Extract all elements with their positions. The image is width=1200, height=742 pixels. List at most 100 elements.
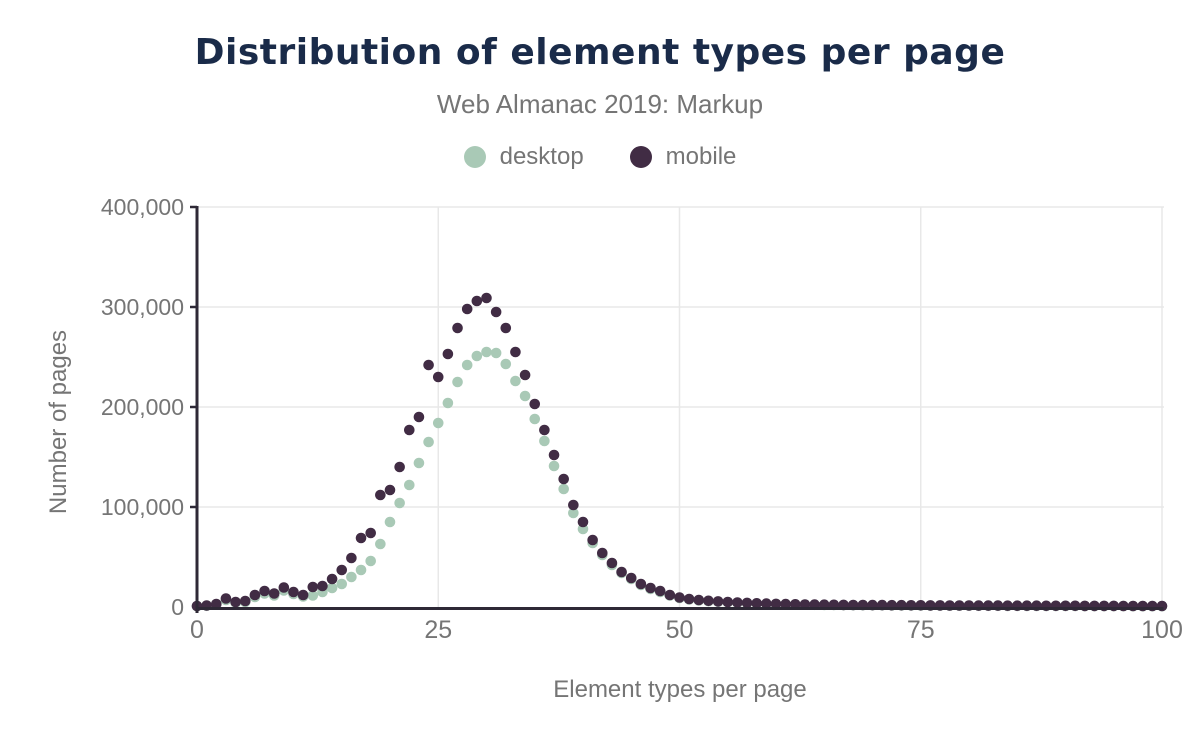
y-tick-label: 100,000 xyxy=(101,494,184,520)
mobile-point xyxy=(278,582,290,593)
desktop-point xyxy=(519,390,531,402)
x-tick-label: 50 xyxy=(666,616,694,644)
mobile-point xyxy=(510,346,521,358)
mobile-point xyxy=(597,547,608,559)
y-tick-label: 200,000 xyxy=(101,394,184,420)
mobile-point xyxy=(500,322,512,334)
desktop-point xyxy=(568,507,579,519)
mobile-point xyxy=(307,581,319,593)
desktop-point xyxy=(529,413,541,425)
mobile-point xyxy=(211,598,222,610)
mobile-point xyxy=(375,489,386,501)
desktop-point xyxy=(404,479,415,491)
mobile-point xyxy=(423,359,434,371)
desktop-point xyxy=(442,397,454,409)
mobile-point xyxy=(529,398,541,410)
x-tick-label: 100 xyxy=(1141,616,1183,644)
mobile-point xyxy=(606,557,618,569)
mobile-point xyxy=(404,424,415,436)
mobile-point xyxy=(220,593,232,604)
legend-item-mobile[interactable]: mobile xyxy=(629,143,737,170)
mobile-point xyxy=(722,596,734,608)
x-axis-title: Element types per page xyxy=(553,676,807,703)
mobile-point xyxy=(683,593,695,605)
mobile-point xyxy=(625,572,637,584)
desktop-point xyxy=(558,483,569,495)
mobile-point xyxy=(693,594,705,606)
mobile-point xyxy=(703,595,714,607)
desktop-point xyxy=(481,346,492,358)
mobile-point xyxy=(268,588,280,599)
desktop-point xyxy=(452,376,463,388)
legend-label: mobile xyxy=(665,143,737,170)
mobile-point xyxy=(664,589,676,601)
mobile-point xyxy=(674,592,685,603)
desktop-point xyxy=(326,582,338,594)
mobile-point xyxy=(751,598,762,609)
mobile-point xyxy=(732,597,743,608)
mobile-point xyxy=(790,599,801,610)
mobile-point xyxy=(741,597,753,609)
mobile-point xyxy=(548,449,560,461)
mobile-point xyxy=(288,586,299,598)
mobile-point xyxy=(558,473,569,485)
mobile-point xyxy=(336,564,348,576)
desktop-point xyxy=(461,359,473,371)
mobile-legend-dot-icon xyxy=(629,146,652,168)
gridlines xyxy=(197,206,1164,607)
chart-title: Distribution of element types per page xyxy=(194,32,1006,73)
mobile-point xyxy=(461,303,473,315)
mobile-point xyxy=(471,295,483,307)
mobile-point xyxy=(239,595,251,607)
x-tick-label: 25 xyxy=(424,616,452,644)
mobile-point xyxy=(230,596,241,608)
mobile-point xyxy=(326,573,338,585)
mobile-point xyxy=(355,532,367,544)
desktop-point xyxy=(471,350,483,362)
mobile-point xyxy=(587,534,598,546)
mobile-point xyxy=(654,585,666,597)
desktop-point xyxy=(548,460,560,472)
mobile-point xyxy=(519,369,531,381)
mobile-point xyxy=(346,552,357,564)
x-tick-label: 0 xyxy=(190,616,204,644)
mobile-point xyxy=(394,461,405,473)
mobile-point xyxy=(490,306,502,318)
mobile-point xyxy=(635,578,647,590)
x-tick-label: 75 xyxy=(907,616,935,644)
desktop-point xyxy=(500,358,512,370)
desktop-point xyxy=(413,457,425,469)
chart-subtitle: Web Almanac 2019: Markup xyxy=(436,89,764,119)
desktop-point xyxy=(384,516,396,528)
mobile-point xyxy=(539,424,550,436)
mobile-point xyxy=(384,484,396,496)
mobile-point xyxy=(712,596,724,607)
desktop-point xyxy=(394,497,405,509)
y-tick-label: 0 xyxy=(171,594,184,620)
mobile-point xyxy=(481,292,492,304)
mobile-point xyxy=(577,516,589,528)
mobile-point xyxy=(297,589,309,601)
desktop-point xyxy=(375,538,386,550)
mobile-point xyxy=(259,585,270,597)
desktop-point xyxy=(355,564,367,576)
mobile-point xyxy=(442,348,454,360)
mobile-point xyxy=(413,411,425,423)
mobile-point xyxy=(616,566,627,578)
desktop-point xyxy=(346,571,357,583)
desktop-point xyxy=(423,436,434,448)
y-tick-label: 400,000 xyxy=(101,194,184,220)
axes xyxy=(190,205,1164,613)
mobile-point xyxy=(317,580,328,592)
desktop-point xyxy=(510,375,521,387)
desktop-point xyxy=(365,555,377,567)
tick-labels: 0 100,000 200,000 300,000 400,000 0 25 50 75 100 xyxy=(101,194,1183,644)
y-tick-label: 300,000 xyxy=(101,294,184,320)
mobile-point xyxy=(761,598,772,609)
legend-item-desktop[interactable]: desktop xyxy=(463,145,584,169)
mobile-point xyxy=(432,371,444,383)
desktop-point xyxy=(432,417,444,429)
mobile-point xyxy=(780,598,791,610)
